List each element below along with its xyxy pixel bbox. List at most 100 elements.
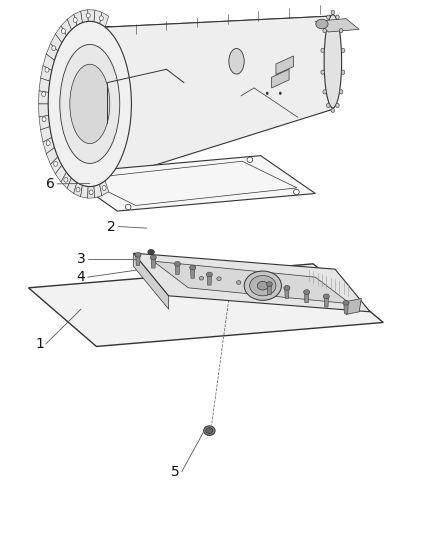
Text: 1: 1	[35, 337, 44, 351]
Polygon shape	[50, 157, 62, 174]
Ellipse shape	[60, 44, 120, 164]
Ellipse shape	[279, 92, 282, 95]
Ellipse shape	[204, 426, 215, 435]
Polygon shape	[153, 261, 350, 304]
Polygon shape	[304, 292, 309, 303]
Ellipse shape	[266, 92, 268, 95]
Ellipse shape	[206, 272, 212, 277]
Ellipse shape	[244, 271, 281, 301]
Polygon shape	[272, 69, 289, 88]
Polygon shape	[100, 16, 342, 27]
Ellipse shape	[125, 204, 131, 209]
Polygon shape	[94, 184, 102, 198]
Polygon shape	[276, 56, 293, 75]
Ellipse shape	[341, 70, 345, 74]
Polygon shape	[81, 10, 88, 22]
Polygon shape	[67, 14, 77, 30]
Ellipse shape	[61, 29, 65, 34]
Ellipse shape	[339, 29, 343, 33]
Ellipse shape	[336, 15, 339, 19]
Ellipse shape	[327, 15, 330, 19]
Polygon shape	[67, 178, 77, 193]
Polygon shape	[61, 172, 71, 189]
Polygon shape	[41, 66, 52, 81]
Polygon shape	[134, 253, 169, 309]
Ellipse shape	[42, 92, 46, 96]
Polygon shape	[344, 303, 348, 313]
Ellipse shape	[54, 161, 58, 166]
Text: 4: 4	[77, 270, 85, 284]
Polygon shape	[94, 10, 102, 23]
Polygon shape	[64, 156, 315, 211]
Ellipse shape	[52, 46, 56, 51]
Ellipse shape	[247, 157, 253, 163]
Text: 3: 3	[77, 252, 85, 265]
Ellipse shape	[323, 90, 326, 94]
Ellipse shape	[99, 16, 103, 21]
Ellipse shape	[323, 294, 329, 298]
Ellipse shape	[64, 177, 68, 182]
Polygon shape	[105, 16, 333, 181]
Ellipse shape	[316, 19, 328, 29]
Polygon shape	[99, 181, 109, 196]
Ellipse shape	[48, 21, 131, 187]
Text: 5: 5	[171, 465, 180, 479]
Ellipse shape	[343, 301, 349, 305]
Polygon shape	[136, 255, 140, 265]
Ellipse shape	[250, 276, 276, 296]
Polygon shape	[39, 78, 50, 93]
Polygon shape	[134, 253, 370, 312]
Ellipse shape	[135, 253, 141, 257]
Polygon shape	[324, 296, 328, 307]
Ellipse shape	[70, 64, 110, 143]
Polygon shape	[81, 185, 88, 198]
Polygon shape	[41, 127, 52, 142]
Ellipse shape	[321, 49, 325, 53]
Polygon shape	[55, 165, 67, 182]
Polygon shape	[46, 44, 58, 60]
Polygon shape	[88, 10, 95, 22]
Polygon shape	[46, 148, 58, 164]
Ellipse shape	[339, 90, 343, 94]
Ellipse shape	[190, 265, 196, 270]
Ellipse shape	[229, 49, 244, 74]
Ellipse shape	[327, 103, 330, 108]
Ellipse shape	[321, 70, 325, 74]
Ellipse shape	[148, 249, 154, 255]
Polygon shape	[99, 12, 109, 27]
Ellipse shape	[341, 49, 345, 53]
Ellipse shape	[237, 280, 241, 285]
Polygon shape	[346, 298, 361, 314]
Ellipse shape	[80, 172, 85, 177]
Ellipse shape	[331, 108, 335, 112]
Polygon shape	[61, 19, 71, 36]
Ellipse shape	[331, 10, 335, 14]
Ellipse shape	[45, 67, 49, 72]
Ellipse shape	[257, 281, 268, 290]
Ellipse shape	[206, 427, 213, 434]
Ellipse shape	[266, 281, 272, 287]
Polygon shape	[88, 186, 95, 198]
Polygon shape	[39, 104, 49, 117]
Polygon shape	[50, 34, 62, 51]
Ellipse shape	[324, 15, 342, 108]
Ellipse shape	[42, 117, 46, 122]
Ellipse shape	[217, 277, 221, 280]
Ellipse shape	[336, 103, 339, 108]
Polygon shape	[74, 182, 82, 197]
Ellipse shape	[174, 261, 180, 266]
Ellipse shape	[284, 286, 290, 290]
Ellipse shape	[73, 18, 77, 22]
Ellipse shape	[304, 290, 310, 295]
Ellipse shape	[76, 187, 80, 192]
Polygon shape	[175, 264, 180, 274]
Polygon shape	[28, 264, 383, 346]
Ellipse shape	[86, 13, 90, 18]
Polygon shape	[267, 284, 272, 295]
Ellipse shape	[150, 255, 156, 260]
Polygon shape	[151, 257, 155, 268]
Polygon shape	[39, 91, 49, 104]
Ellipse shape	[293, 189, 299, 195]
Polygon shape	[55, 26, 67, 43]
Ellipse shape	[102, 185, 106, 190]
